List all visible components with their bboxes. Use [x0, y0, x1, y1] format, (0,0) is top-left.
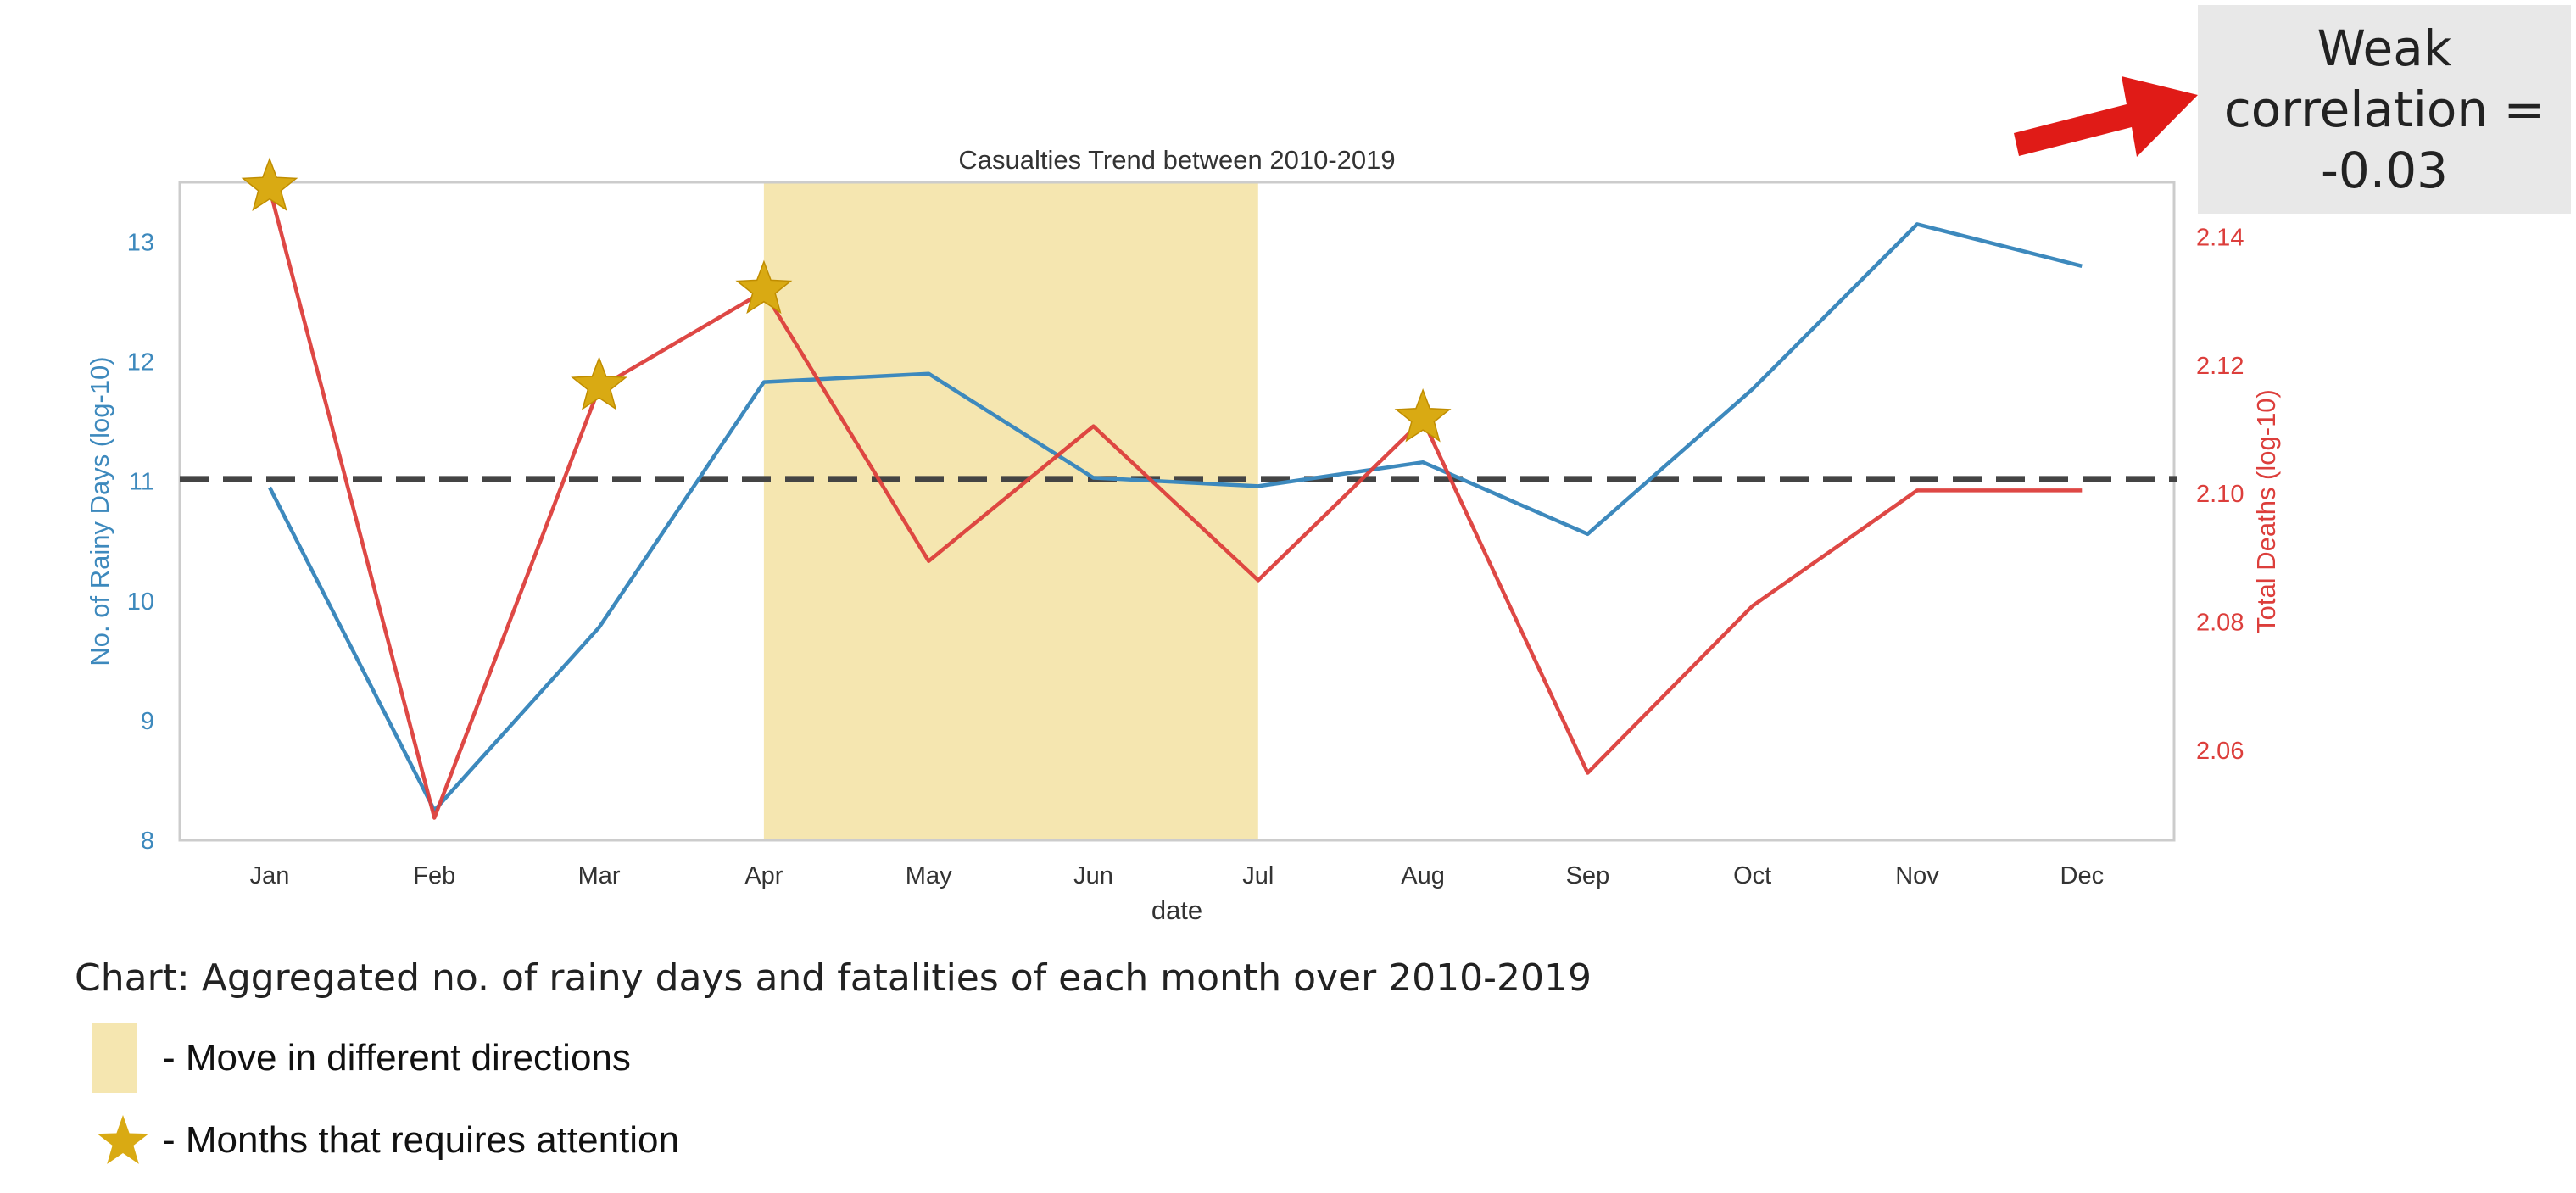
x-tick-label: Jun [1073, 862, 1113, 889]
x-tick-label: Nov [1895, 862, 1939, 889]
series-line-rainy-days [267, 222, 2083, 812]
legend-item-star: - Months that requires attention [92, 1109, 679, 1172]
x-tick-label: Feb [413, 862, 455, 889]
y-left-tick-label: 10 [127, 588, 154, 616]
y-right-tick-label: 2.08 [2196, 610, 2244, 637]
legend-region-swatch [92, 1023, 137, 1093]
callout-arrow [2014, 76, 2198, 157]
highlight-region [763, 182, 1258, 840]
correlation-callout-text: Weak correlation = -0.03 [2223, 20, 2545, 199]
series-line-total-deaths [267, 188, 2083, 820]
x-tick-label: Mar [578, 862, 621, 889]
y-left-tick-label: 9 [141, 708, 154, 735]
y-left-tick-label: 12 [127, 349, 154, 376]
legend-region-label: - Move in different directions [163, 1037, 631, 1079]
legend-star-icon [92, 1109, 154, 1172]
chart-title: Casualties Trend between 2010-2019 [958, 145, 1395, 175]
star-marker-jan [241, 157, 298, 212]
x-tick-label: Oct [1733, 862, 1771, 889]
x-tick-label: Apr [744, 862, 783, 889]
x-tick-label: Aug [1401, 862, 1445, 889]
x-tick-label: Sep [1566, 862, 1610, 889]
y-right-tick-label: 2.12 [2196, 353, 2244, 380]
legend-item-region: - Move in different directions [92, 1023, 631, 1093]
legend-star-label: - Months that requires attention [163, 1119, 679, 1161]
y-right-tick-label: 2.10 [2196, 481, 2244, 508]
x-tick-label: Jul [1242, 862, 1274, 889]
plot-frame [178, 181, 2176, 842]
star-marker-mar [571, 356, 628, 410]
y-axis-right-label: Total Deaths (log-10) [2251, 389, 2281, 633]
y-left-tick-label: 13 [127, 230, 154, 257]
y-axis-left-label: No. of Rainy Days (log-10) [85, 356, 114, 666]
y-left-tick-label: 8 [141, 828, 154, 855]
x-tick-label: Jan [250, 862, 290, 889]
chart: Jan Feb Mar Apr May Jun Jul Aug Sep Oct Nov Dec 8 9 1… [85, 76, 2281, 925]
chart-caption: Chart: Aggregated no. of rainy days and … [75, 956, 1592, 1000]
star-marker-aug [1394, 387, 1452, 443]
y-right-tick-label: 2.06 [2196, 738, 2244, 765]
y-right-tick-label: 2.14 [2196, 224, 2244, 251]
y-left-tick-label: 11 [129, 469, 154, 496]
x-axis-label: date [1151, 895, 1202, 925]
x-tick-label: May [906, 862, 952, 889]
x-tick-label: Dec [2060, 862, 2105, 889]
star-marker-apr [735, 259, 793, 315]
correlation-callout: Weak correlation = -0.03 [2198, 5, 2571, 214]
